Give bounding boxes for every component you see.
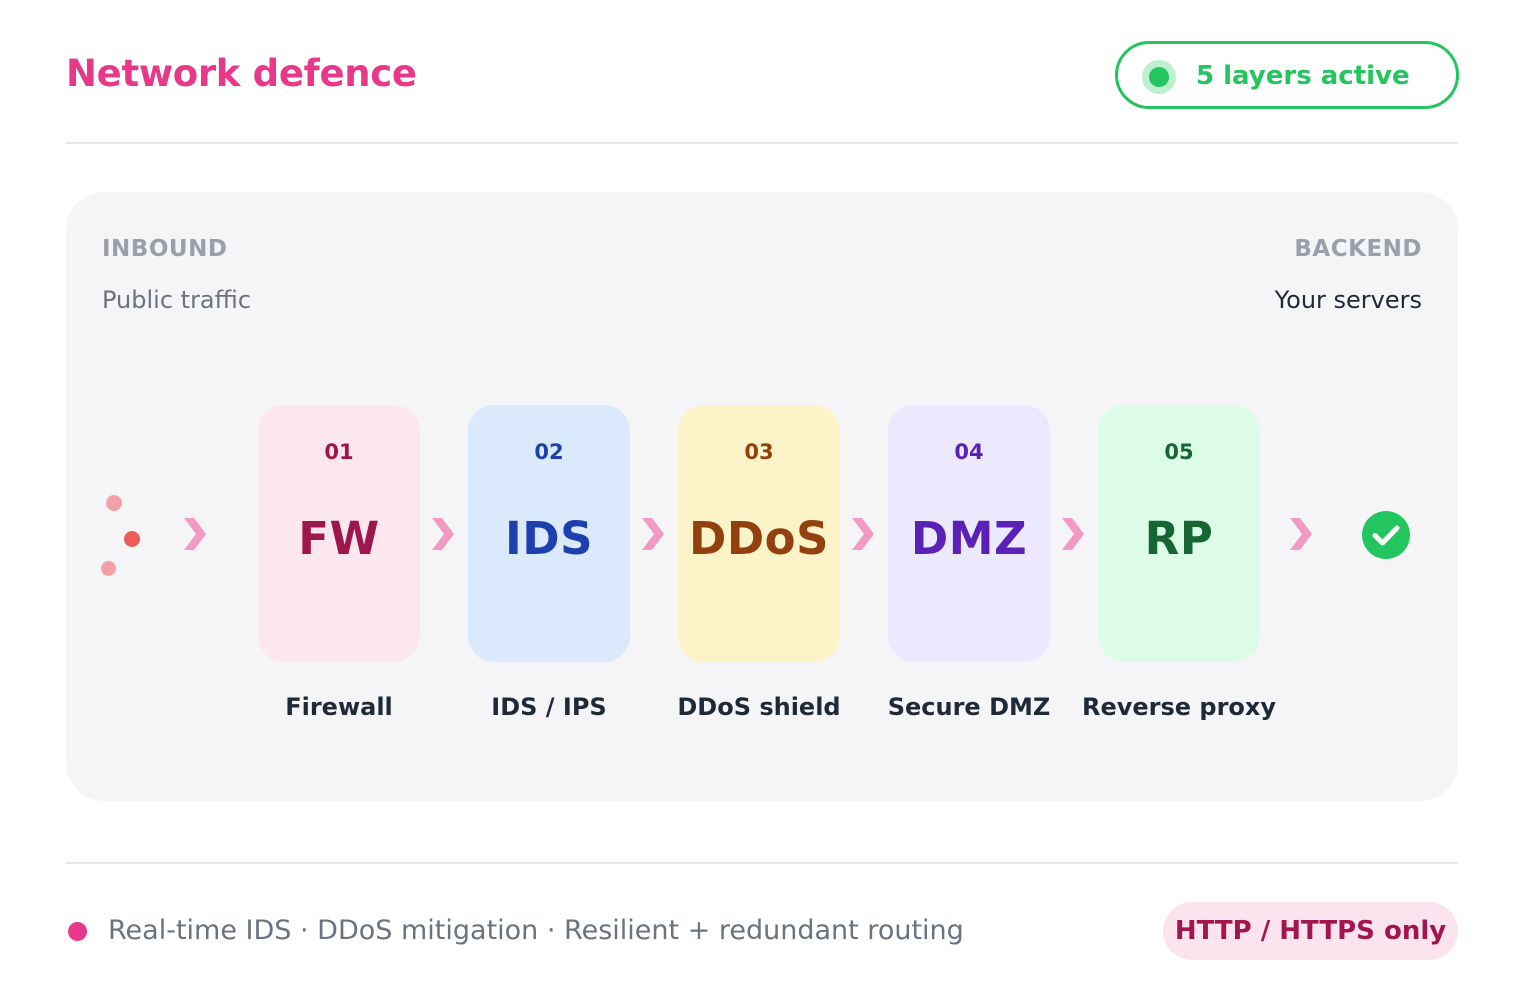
layer-code: IDS: [504, 512, 593, 565]
source-sublabel: Public traffic: [102, 286, 252, 314]
layer-card-firewall: [258, 405, 420, 662]
chevron-right-icon: [642, 518, 664, 550]
layer-code: DMZ: [910, 512, 1028, 565]
layer-card-ddos: [678, 405, 840, 662]
layer-card-dmz: [888, 405, 1050, 662]
layer-name: DDoS shield: [677, 693, 841, 721]
layer-name: Reverse proxy: [1081, 693, 1277, 721]
layer-number: 01: [324, 440, 354, 464]
destination-sublabel: Your servers: [1274, 286, 1422, 314]
layer-code: RP: [1144, 512, 1214, 565]
layer-name: IDS / IPS: [491, 693, 607, 721]
bullet-icon: [68, 922, 87, 941]
layer-code: FW: [298, 512, 380, 565]
chevron-right-icon: [184, 518, 206, 550]
chevron-right-icon: [1062, 518, 1084, 550]
protocol-badge: HTTP / HTTPS only: [1163, 902, 1458, 960]
layer-number: 04: [954, 440, 984, 464]
status-badge: 5 layers active: [1115, 41, 1459, 109]
layer-card-ids: [468, 405, 630, 662]
protocol-badge-label: HTTP / HTTPS only: [1174, 916, 1447, 946]
traffic-dot: [124, 531, 140, 547]
chevron-right-icon: [432, 518, 454, 550]
footer-divider: [66, 862, 1458, 864]
layer-number: 02: [534, 440, 564, 464]
header-divider: [66, 142, 1458, 144]
features-summary: Real-time IDS · DDoS mitigation · Resili…: [108, 915, 964, 946]
layer-name: Firewall: [285, 693, 393, 721]
layer-name: Secure DMZ: [887, 693, 1051, 721]
traffic-dot: [101, 561, 116, 576]
chevron-right-icon: [1290, 518, 1312, 550]
layer-card-reverse-proxy: [1098, 405, 1260, 662]
layer-number: 05: [1164, 440, 1194, 464]
page-title: Network defence: [66, 52, 417, 95]
chevron-right-icon: [852, 518, 874, 550]
destination-label: BACKEND: [1294, 236, 1422, 262]
layer-number: 03: [744, 440, 774, 464]
check-circle-icon: [1362, 511, 1410, 559]
layer-code: DDoS: [688, 512, 830, 565]
traffic-dot: [106, 495, 122, 511]
status-indicator-icon: [1142, 60, 1176, 94]
source-label: INBOUND: [102, 236, 228, 262]
status-label: 5 layers active: [1196, 61, 1410, 91]
